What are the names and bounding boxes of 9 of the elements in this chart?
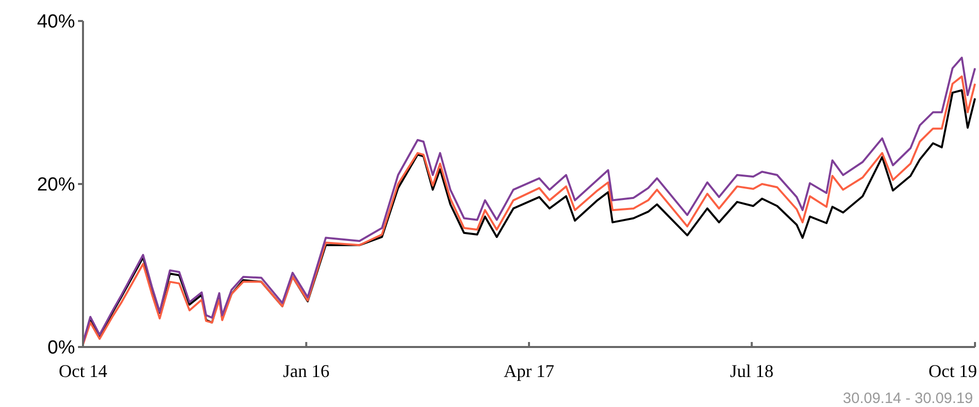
y-tick-label: 40% bbox=[36, 12, 76, 33]
text: 30.09.14 - 30.09.19 bbox=[842, 390, 973, 407]
y-tick-label: 0% bbox=[48, 338, 76, 359]
x-tick-label: Oct 19 bbox=[928, 361, 977, 381]
x-tick-label: Jul 18 bbox=[730, 361, 774, 381]
y-tick-label: 20% bbox=[36, 174, 76, 196]
x-tick-label: Apr 17 bbox=[504, 361, 554, 381]
x-tick-label: Jan 16 bbox=[282, 361, 330, 381]
x-tick-label: Oct 14 bbox=[58, 361, 108, 381]
